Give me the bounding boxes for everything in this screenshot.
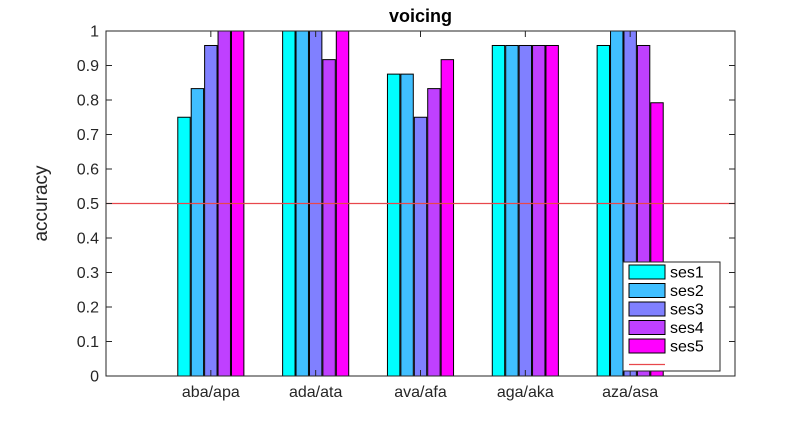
legend-label-ses3: ses3 bbox=[670, 302, 704, 319]
y-axis-label: accuracy bbox=[31, 165, 52, 242]
y-tick-label: 0 bbox=[90, 369, 99, 386]
bar-ses1-ava/afa bbox=[386, 73, 401, 377]
bar-ses3-aga/aka bbox=[518, 44, 533, 377]
legend-label-ses4: ses4 bbox=[670, 320, 704, 337]
y-tick-label: 0.9 bbox=[77, 58, 99, 75]
legend-label-ses2: ses2 bbox=[670, 283, 704, 300]
y-tick-label: 0.5 bbox=[77, 196, 99, 213]
x-tick-label: ada/ata bbox=[289, 384, 342, 401]
bar-ses1-aba/apa bbox=[177, 116, 191, 377]
bar-ses1-aza/asa bbox=[596, 44, 611, 377]
legend-swatch-ses5 bbox=[628, 338, 666, 354]
x-tick-label: aga/aka bbox=[497, 384, 554, 401]
bar-ses5-ava/afa bbox=[440, 59, 455, 377]
y-tick-label: 1 bbox=[90, 24, 99, 41]
y-tick-label: 0.3 bbox=[77, 265, 99, 282]
legend-label-ses5: ses5 bbox=[670, 339, 704, 356]
bar-ses4-ada/ata bbox=[322, 59, 336, 377]
bar-ses2-aga/aka bbox=[505, 44, 519, 377]
plot-area: 0 0.1 0.2 0.3 0.4 0.5 0.6 0.7 0.8 0.9 1 aba/apa ada/… bbox=[77, 24, 736, 401]
x-tick-label: aba/apa bbox=[182, 384, 240, 401]
y-tick-label: 0.2 bbox=[77, 300, 99, 317]
bar-ses4-ava/afa bbox=[427, 88, 441, 377]
y-tick-label: 0.7 bbox=[77, 127, 99, 144]
x-tick-label: ava/afa bbox=[394, 384, 447, 401]
y-tick-label: 0.4 bbox=[77, 231, 99, 248]
bar-ses2-aba/apa bbox=[190, 88, 205, 377]
bar-ses4-aga/aka bbox=[532, 44, 546, 377]
legend-swatch-ses2 bbox=[628, 283, 666, 298]
legend-label-ses1: ses1 bbox=[670, 265, 704, 282]
bar-ses1-aga/aka bbox=[491, 44, 506, 377]
bar-ses3-ava/afa bbox=[413, 116, 428, 377]
legend-swatch-ses3 bbox=[628, 301, 666, 317]
legend-swatch-ses4 bbox=[628, 320, 666, 335]
bar-ses3-aba/apa bbox=[204, 44, 218, 377]
y-tick-label: 0.6 bbox=[77, 162, 99, 179]
y-tick-label: 0.8 bbox=[77, 93, 99, 110]
bar-ses5-aga/aka bbox=[545, 44, 559, 377]
chart-title: voicing bbox=[389, 6, 452, 26]
legend-swatch-ses1 bbox=[628, 264, 666, 280]
bar-ses2-ava/afa bbox=[400, 73, 414, 377]
y-tick-label: 0.1 bbox=[77, 334, 99, 351]
x-tick-label: aza/asa bbox=[602, 384, 658, 401]
